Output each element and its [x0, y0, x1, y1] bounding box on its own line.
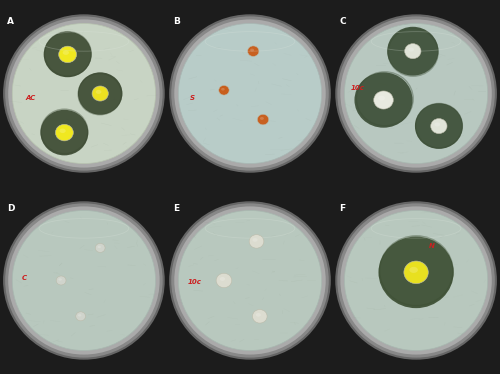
Ellipse shape [216, 273, 232, 288]
Ellipse shape [408, 47, 414, 52]
Text: N: N [429, 243, 435, 249]
Ellipse shape [58, 278, 62, 281]
Ellipse shape [60, 129, 66, 133]
Ellipse shape [76, 312, 86, 321]
Text: B: B [174, 17, 180, 26]
Ellipse shape [404, 261, 428, 283]
Ellipse shape [96, 90, 102, 94]
Ellipse shape [250, 49, 254, 52]
Ellipse shape [404, 44, 421, 59]
Text: F: F [340, 204, 345, 213]
Ellipse shape [434, 122, 440, 126]
Ellipse shape [62, 50, 69, 55]
Ellipse shape [8, 206, 160, 355]
Ellipse shape [78, 314, 82, 316]
Text: AC: AC [26, 95, 36, 101]
Ellipse shape [12, 24, 156, 163]
Ellipse shape [92, 86, 108, 101]
Ellipse shape [174, 206, 326, 355]
Ellipse shape [44, 32, 92, 77]
Ellipse shape [221, 88, 224, 91]
Ellipse shape [260, 117, 264, 120]
Ellipse shape [4, 202, 164, 359]
Ellipse shape [344, 211, 488, 350]
Text: E: E [174, 204, 180, 213]
Ellipse shape [258, 114, 268, 125]
Ellipse shape [40, 110, 88, 155]
Ellipse shape [252, 310, 267, 323]
Ellipse shape [178, 24, 322, 163]
Text: A: A [8, 17, 14, 26]
Text: C: C [22, 276, 27, 282]
Ellipse shape [378, 96, 385, 101]
Ellipse shape [220, 277, 225, 281]
Ellipse shape [415, 103, 463, 149]
Ellipse shape [4, 15, 164, 172]
Ellipse shape [78, 72, 122, 115]
Ellipse shape [170, 15, 330, 172]
Text: S: S [190, 95, 195, 101]
Text: C: C [340, 17, 346, 26]
Ellipse shape [410, 267, 418, 273]
Ellipse shape [56, 276, 66, 285]
Ellipse shape [248, 46, 259, 56]
Ellipse shape [340, 206, 492, 355]
Ellipse shape [12, 211, 156, 350]
Ellipse shape [336, 15, 496, 172]
Ellipse shape [387, 27, 438, 76]
Ellipse shape [58, 46, 76, 63]
Ellipse shape [430, 119, 447, 134]
Ellipse shape [256, 313, 261, 317]
Ellipse shape [374, 91, 394, 109]
Ellipse shape [354, 72, 412, 128]
Ellipse shape [170, 202, 330, 359]
Text: 10c: 10c [351, 85, 365, 91]
Ellipse shape [178, 211, 322, 350]
Ellipse shape [378, 236, 454, 308]
Ellipse shape [218, 85, 229, 95]
Ellipse shape [174, 19, 326, 168]
Ellipse shape [249, 234, 264, 248]
Ellipse shape [336, 202, 496, 359]
Ellipse shape [344, 24, 488, 163]
Ellipse shape [56, 124, 74, 141]
Text: D: D [8, 204, 15, 213]
Ellipse shape [96, 243, 105, 252]
Ellipse shape [8, 19, 160, 168]
Ellipse shape [340, 19, 492, 168]
Ellipse shape [252, 238, 258, 242]
Text: 10c: 10c [188, 279, 202, 285]
Ellipse shape [98, 246, 101, 248]
